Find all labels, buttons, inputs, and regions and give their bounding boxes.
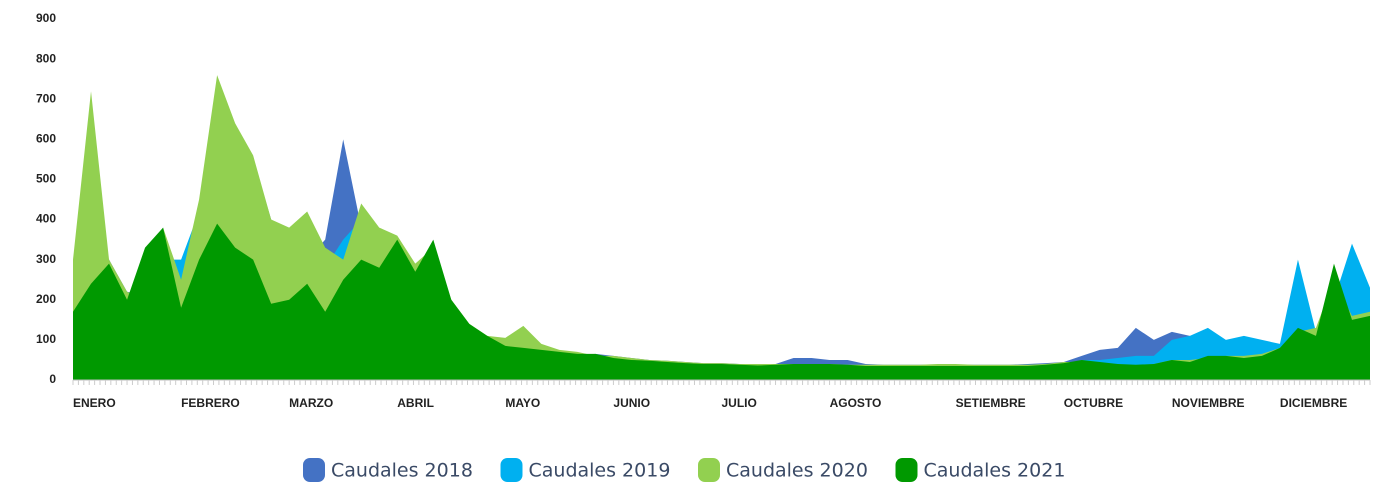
legend-label: Caudales 2021 [924, 460, 1066, 482]
x-tick-label: ABRIL [397, 396, 434, 410]
x-tick-label: MAYO [505, 396, 540, 410]
x-tick-label: OCTUBRE [1064, 396, 1123, 410]
area [73, 223, 1370, 380]
legend-swatch [895, 458, 918, 482]
x-tick-label: JULIO [722, 396, 757, 410]
y-tick-label: 900 [36, 11, 56, 25]
x-tick-label: MARZO [289, 396, 333, 410]
x-tick-label: DICIEMBRE [1280, 396, 1347, 410]
y-tick-label: 100 [36, 332, 56, 346]
y-tick-label: 200 [36, 292, 56, 306]
legend-swatch [698, 458, 720, 482]
x-tick-label: JUNIO [613, 396, 650, 410]
y-tick-label: 800 [36, 51, 56, 65]
y-tick-label: 700 [36, 91, 56, 105]
legend-swatch [303, 458, 325, 482]
legend-label: Caudales 2018 [331, 460, 473, 482]
y-tick-label: 300 [36, 252, 56, 266]
x-tick-label: SETIEMBRE [956, 396, 1026, 410]
y-tick-label: 0 [49, 372, 56, 386]
x-tick-label: AGOSTO [830, 396, 882, 410]
y-tick-label: 400 [36, 212, 56, 226]
y-tick-label: 600 [36, 132, 56, 146]
x-tick-label: ENERO [73, 396, 116, 410]
x-tick-label: FEBRERO [181, 396, 240, 410]
legend-label: Caudales 2020 [726, 460, 868, 482]
legend-swatch [500, 458, 523, 482]
legend-label: Caudales 2019 [529, 460, 671, 482]
y-tick-label: 500 [36, 172, 56, 186]
x-tick-label: NOVIEMBRE [1172, 396, 1245, 410]
